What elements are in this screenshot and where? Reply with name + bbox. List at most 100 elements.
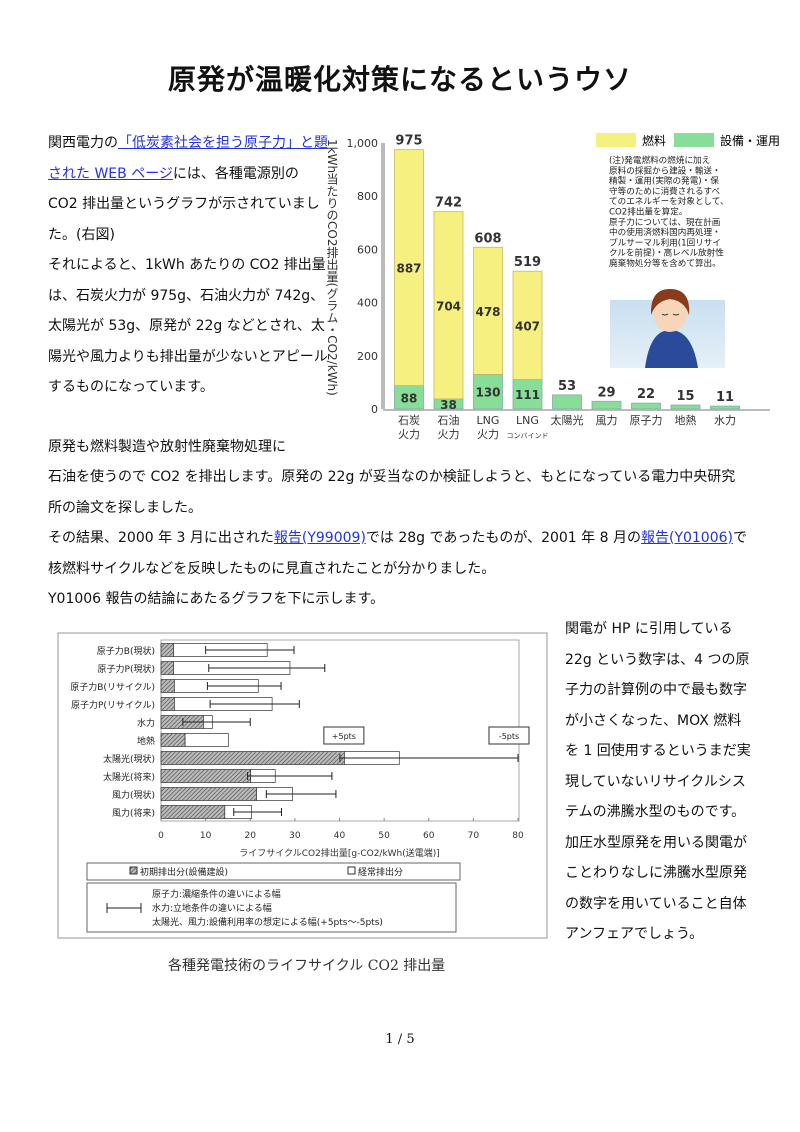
note-line: てのエネルギーを対象として、 bbox=[609, 195, 729, 207]
category-label: LNG bbox=[477, 414, 500, 427]
error-legend-text: 水力:立地条件の違いによる幅 bbox=[152, 902, 272, 914]
note-line: 原料の採掘から建設・輸送・ bbox=[609, 164, 721, 176]
bar-segment bbox=[670, 404, 701, 410]
segment-value-label: 887 bbox=[396, 262, 421, 276]
kepco-web-page-link[interactable]: 「低炭素社会を担う原子力」と題された WEB ページ bbox=[48, 135, 328, 182]
x-tick-label: 80 bbox=[512, 831, 524, 841]
bar-segment bbox=[710, 405, 740, 410]
text: 関西電力の bbox=[48, 135, 118, 151]
y-tick-label: 800 bbox=[357, 190, 378, 203]
category-label: 石炭 bbox=[398, 414, 420, 427]
note-line: 原子力については、現在計画 bbox=[609, 216, 720, 228]
segment-value-label: 478 bbox=[475, 305, 500, 319]
category-label: 水力 bbox=[714, 414, 736, 427]
y-tick-label: 1,000 bbox=[347, 137, 379, 150]
note-line: 廃棄物処分等を含めて算出。 bbox=[609, 257, 721, 269]
category-label: 原子力P(リサイクル) bbox=[71, 699, 155, 711]
y-axis-label: 1kWh当たりのCO2排出量(グラム・CO2/kWh) bbox=[325, 139, 339, 396]
legend-swatch-initial bbox=[129, 866, 138, 875]
annotation-label: +5pts bbox=[332, 732, 356, 741]
x-tick-label: 0 bbox=[158, 831, 164, 841]
category-label: 太陽光(将来) bbox=[103, 771, 155, 783]
total-value-label: 22 bbox=[637, 387, 655, 402]
x-tick-label: 70 bbox=[468, 831, 480, 841]
chart-legend: 燃料 設備・運用 bbox=[596, 133, 780, 148]
legend-swatch-fuel bbox=[596, 133, 636, 147]
x-tick-label: 30 bbox=[289, 831, 301, 841]
annotation-box bbox=[323, 726, 365, 745]
annotation-label: -5pts bbox=[499, 732, 519, 741]
category-label: 太陽光 bbox=[551, 413, 584, 427]
legend-label-equipment: 設備・運用 bbox=[720, 133, 780, 148]
report-y99009-link[interactable]: 報告(Y99009) bbox=[273, 530, 366, 546]
report-y01006-link[interactable]: 報告(Y01006) bbox=[640, 530, 733, 546]
category-label: 火力 bbox=[398, 428, 420, 441]
x-tick-label: 20 bbox=[245, 831, 257, 841]
bar-segment bbox=[631, 402, 661, 410]
note-line: 中の使用済燃料国内再処理・ bbox=[609, 226, 721, 238]
note-line: 守等のために消費されるすべ bbox=[609, 185, 721, 197]
category-label: 原子力B(リサイクル) bbox=[70, 681, 155, 693]
bar-segment bbox=[512, 379, 543, 410]
paragraph: 石油を使うので CO2 を排出します。原発の 22g が妥当なのか検証しようと、… bbox=[48, 462, 748, 615]
category-label: 原子力P(現状) bbox=[98, 663, 155, 675]
x-tick-label: 10 bbox=[200, 831, 212, 841]
x-axis-label: ライフサイクルCO2排出量[g-CO2/kWh(送電端)] bbox=[239, 847, 440, 859]
x-tick-label: 50 bbox=[378, 831, 390, 841]
bar-initial bbox=[160, 661, 174, 675]
category-label: 風力 bbox=[596, 414, 618, 427]
segment-value-label: 704 bbox=[436, 299, 461, 313]
legend-label-operating: 経常排出分 bbox=[358, 866, 403, 878]
bar-initial bbox=[160, 805, 226, 819]
text: それによると、1kWh あたりの CO2 排出量は、石炭火力が 975g、石油火… bbox=[48, 257, 328, 395]
total-value-label: 975 bbox=[395, 134, 422, 149]
category-label: 石油 bbox=[438, 413, 460, 427]
figure-caption: 各種発電技術のライフサイクル CO2 排出量 bbox=[168, 958, 446, 974]
legend-label-fuel: 燃料 bbox=[642, 133, 666, 148]
bar-segment bbox=[473, 246, 503, 375]
error-legend-text: 太陽光、風力:設備利用率の想定による幅(+5pts〜-5pts) bbox=[152, 916, 383, 928]
x-tick-label: 40 bbox=[334, 831, 346, 841]
bar-initial bbox=[160, 697, 175, 711]
bar-initial bbox=[160, 751, 345, 765]
category-label: 水力 bbox=[137, 717, 155, 729]
y-tick-label: 600 bbox=[357, 243, 378, 256]
bar-initial bbox=[160, 769, 252, 783]
error-legend-box bbox=[86, 882, 457, 933]
text: には、各種電源別の CO2 排出量というグラフが示されていました。(右図) bbox=[48, 165, 320, 243]
note-line: 精製・運用(実際の発電)・保 bbox=[609, 175, 719, 187]
person-illustration bbox=[610, 289, 725, 368]
bar-operating bbox=[184, 733, 229, 747]
note-line: (注)発電燃料の燃焼に加え bbox=[609, 154, 710, 166]
category-label: コンバインド bbox=[507, 432, 549, 440]
legend-box bbox=[86, 862, 461, 881]
page-title: 原発が温暖化対策になるというウソ bbox=[167, 63, 632, 96]
bar-segment bbox=[433, 211, 464, 400]
text: Y01006 報告の結論にあたるグラフを下に示します。 bbox=[48, 591, 385, 607]
category-label: 原子力 bbox=[630, 414, 663, 427]
y-tick-label: 400 bbox=[357, 297, 378, 310]
lifecycle-co2-chart: 0 10 20 30 40 50 60 70 80 ライフサイクルCO2排出量[g-CO2/kWh… bbox=[57, 632, 548, 939]
bar-segment bbox=[394, 149, 424, 386]
segment-value-label: 88 bbox=[401, 391, 418, 405]
total-value-label: 15 bbox=[676, 389, 694, 404]
category-label: 火力 bbox=[438, 428, 460, 441]
bar-segment bbox=[473, 374, 503, 410]
bar-initial bbox=[160, 679, 175, 693]
note-line: CO2排出量を算定。 bbox=[609, 206, 687, 218]
segment-value-label: 38 bbox=[440, 398, 457, 412]
total-value-label: 608 bbox=[474, 231, 501, 246]
category-label: LNG bbox=[516, 414, 539, 427]
text: で核燃料サイクルなどを反映したものに見直されたことが分かりました。 bbox=[48, 530, 747, 577]
error-legend-text: 原子力:濃縮条件の違いによる幅 bbox=[152, 888, 281, 900]
bar-initial bbox=[160, 733, 186, 747]
note-line: クルを前提)・高レベル放射性 bbox=[609, 247, 724, 259]
annotation-box bbox=[488, 726, 530, 745]
total-value-label: 11 bbox=[716, 390, 734, 405]
y-tick-label: 0 bbox=[371, 403, 378, 416]
total-value-label: 53 bbox=[558, 379, 576, 394]
bar-segment bbox=[552, 394, 582, 410]
bar-initial bbox=[160, 787, 257, 801]
total-value-label: 519 bbox=[514, 255, 541, 270]
